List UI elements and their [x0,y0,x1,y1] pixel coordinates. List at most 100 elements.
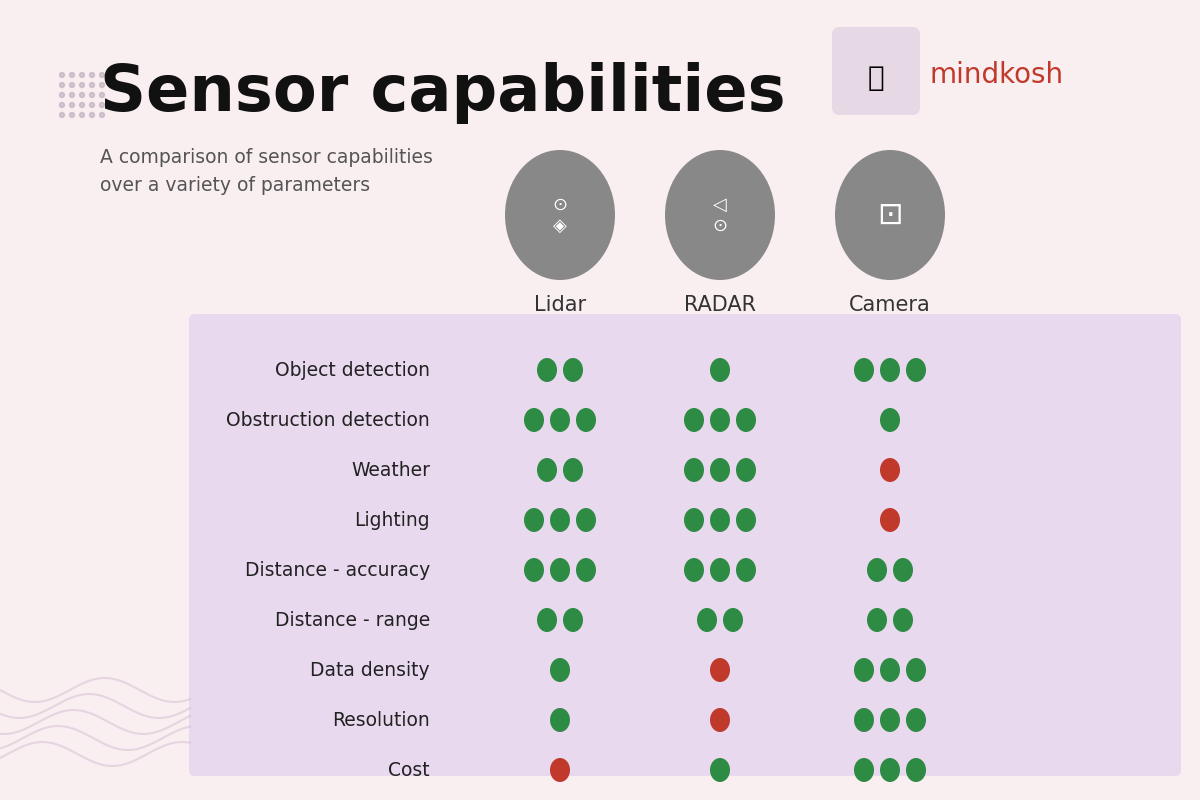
Text: mindkosh: mindkosh [930,61,1064,89]
Ellipse shape [906,758,926,782]
Text: Sensor capabilities: Sensor capabilities [100,62,786,124]
Text: Lighting: Lighting [354,510,430,530]
Text: A comparison of sensor capabilities
over a variety of parameters: A comparison of sensor capabilities over… [100,148,433,195]
Ellipse shape [710,658,730,682]
Text: RADAR: RADAR [684,295,756,315]
FancyBboxPatch shape [832,27,920,115]
Circle shape [60,73,65,78]
Circle shape [60,102,65,107]
Ellipse shape [880,508,900,532]
Ellipse shape [524,558,544,582]
Circle shape [79,73,84,78]
Ellipse shape [576,558,596,582]
Circle shape [90,93,95,98]
Ellipse shape [710,408,730,432]
Ellipse shape [893,558,913,582]
Ellipse shape [563,458,583,482]
Text: Distance - range: Distance - range [275,610,430,630]
Circle shape [79,113,84,118]
Ellipse shape [710,508,730,532]
Ellipse shape [880,458,900,482]
Ellipse shape [550,408,570,432]
Circle shape [90,113,95,118]
Ellipse shape [880,408,900,432]
Text: ◁
⊙: ◁ ⊙ [713,196,727,234]
Circle shape [100,93,104,98]
Ellipse shape [906,708,926,732]
Circle shape [70,102,74,107]
Ellipse shape [880,708,900,732]
Ellipse shape [710,458,730,482]
Ellipse shape [710,558,730,582]
Ellipse shape [524,508,544,532]
Ellipse shape [538,358,557,382]
Ellipse shape [665,150,775,280]
Ellipse shape [854,358,874,382]
Ellipse shape [854,708,874,732]
Ellipse shape [697,608,718,632]
Ellipse shape [538,458,557,482]
Ellipse shape [710,358,730,382]
Ellipse shape [854,758,874,782]
Ellipse shape [576,408,596,432]
Text: Data density: Data density [311,661,430,679]
Circle shape [60,93,65,98]
Ellipse shape [684,408,704,432]
Ellipse shape [854,658,874,682]
Text: Resolution: Resolution [332,710,430,730]
Circle shape [70,113,74,118]
Ellipse shape [906,658,926,682]
Ellipse shape [866,608,887,632]
Ellipse shape [736,408,756,432]
Circle shape [100,102,104,107]
Ellipse shape [550,558,570,582]
Text: Camera: Camera [850,295,931,315]
Text: Obstruction detection: Obstruction detection [227,410,430,430]
Ellipse shape [880,358,900,382]
Ellipse shape [880,758,900,782]
Ellipse shape [684,558,704,582]
Ellipse shape [736,508,756,532]
Circle shape [90,73,95,78]
Ellipse shape [524,408,544,432]
Ellipse shape [550,508,570,532]
Text: 🧠: 🧠 [868,64,884,92]
Circle shape [79,102,84,107]
Circle shape [100,113,104,118]
Circle shape [100,82,104,87]
Circle shape [79,82,84,87]
FancyBboxPatch shape [832,27,920,115]
Ellipse shape [563,608,583,632]
Text: Object detection: Object detection [275,361,430,379]
Ellipse shape [550,758,570,782]
Text: Distance - accuracy: Distance - accuracy [245,561,430,579]
Text: Cost: Cost [389,761,430,779]
Ellipse shape [576,508,596,532]
Circle shape [90,102,95,107]
Ellipse shape [684,508,704,532]
Ellipse shape [505,150,616,280]
Ellipse shape [906,358,926,382]
Circle shape [90,82,95,87]
Circle shape [70,82,74,87]
FancyBboxPatch shape [190,314,1181,776]
Circle shape [70,93,74,98]
Ellipse shape [563,358,583,382]
Circle shape [79,93,84,98]
Circle shape [100,73,104,78]
Circle shape [70,73,74,78]
Ellipse shape [722,608,743,632]
Ellipse shape [550,658,570,682]
Text: ⊙
◈: ⊙ ◈ [552,196,568,234]
Ellipse shape [550,708,570,732]
Ellipse shape [736,558,756,582]
Text: Lidar: Lidar [534,295,586,315]
Ellipse shape [710,708,730,732]
Ellipse shape [866,558,887,582]
Ellipse shape [835,150,946,280]
Text: Weather: Weather [352,461,430,479]
Ellipse shape [893,608,913,632]
Ellipse shape [538,608,557,632]
Ellipse shape [736,458,756,482]
Ellipse shape [684,458,704,482]
